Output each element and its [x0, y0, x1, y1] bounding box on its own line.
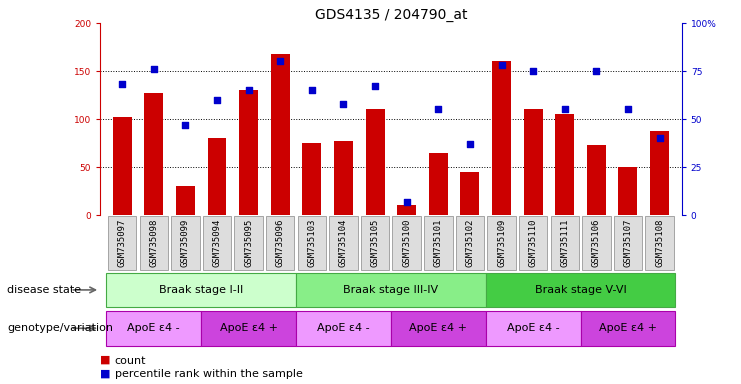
Point	[116, 81, 128, 88]
Bar	[650, 131, 669, 215]
Text: GSM735109: GSM735109	[497, 219, 506, 267]
Point	[369, 83, 381, 89]
Text: GSM735106: GSM735106	[592, 219, 601, 267]
Bar	[113, 117, 132, 215]
Text: GSM735094: GSM735094	[213, 219, 222, 267]
Text: genotype/variation: genotype/variation	[7, 323, 113, 333]
Text: GSM735110: GSM735110	[528, 219, 538, 267]
Point	[622, 106, 634, 113]
FancyBboxPatch shape	[329, 215, 358, 270]
FancyBboxPatch shape	[485, 273, 675, 307]
FancyBboxPatch shape	[361, 215, 389, 270]
Text: ApoE ε4 -: ApoE ε4 -	[317, 323, 370, 333]
Point	[527, 68, 539, 74]
FancyBboxPatch shape	[234, 215, 263, 270]
Text: GSM735099: GSM735099	[181, 219, 190, 267]
FancyBboxPatch shape	[171, 215, 199, 270]
FancyBboxPatch shape	[298, 215, 326, 270]
FancyBboxPatch shape	[393, 215, 421, 270]
FancyBboxPatch shape	[645, 215, 674, 270]
Text: GSM735104: GSM735104	[339, 219, 348, 267]
Bar	[524, 109, 542, 215]
Text: disease state: disease state	[7, 285, 82, 295]
Bar	[334, 141, 353, 215]
Point	[432, 106, 444, 113]
Point	[591, 68, 602, 74]
Bar	[429, 152, 448, 215]
Text: percentile rank within the sample: percentile rank within the sample	[115, 369, 303, 379]
Text: GSM735108: GSM735108	[655, 219, 664, 267]
Text: GSM735095: GSM735095	[244, 219, 253, 267]
Point	[211, 97, 223, 103]
Text: ApoE ε4 +: ApoE ε4 +	[409, 323, 468, 333]
Point	[274, 58, 286, 65]
Bar	[397, 205, 416, 215]
Bar	[492, 61, 511, 215]
Bar	[270, 54, 290, 215]
FancyBboxPatch shape	[582, 215, 611, 270]
Bar	[555, 114, 574, 215]
Bar	[365, 109, 385, 215]
Text: GSM735102: GSM735102	[465, 219, 474, 267]
Point	[496, 62, 508, 68]
FancyBboxPatch shape	[296, 273, 485, 307]
Title: GDS4135 / 204790_at: GDS4135 / 204790_at	[315, 8, 467, 22]
Bar	[176, 186, 195, 215]
FancyBboxPatch shape	[485, 311, 580, 346]
Text: Braak stage V-VI: Braak stage V-VI	[535, 285, 626, 295]
Text: GSM735100: GSM735100	[402, 219, 411, 267]
FancyBboxPatch shape	[266, 215, 294, 270]
FancyBboxPatch shape	[202, 311, 296, 346]
Text: Braak stage I-II: Braak stage I-II	[159, 285, 243, 295]
Text: ■: ■	[100, 368, 110, 378]
FancyBboxPatch shape	[296, 311, 391, 346]
Text: ApoE ε4 +: ApoE ε4 +	[599, 323, 657, 333]
Point	[306, 87, 318, 93]
Bar	[619, 167, 637, 215]
Text: GSM735097: GSM735097	[118, 219, 127, 267]
Point	[654, 135, 665, 141]
Text: GSM735101: GSM735101	[433, 219, 443, 267]
Text: Braak stage III-IV: Braak stage III-IV	[343, 285, 439, 295]
FancyBboxPatch shape	[614, 215, 642, 270]
FancyBboxPatch shape	[391, 311, 485, 346]
Text: ApoE ε4 -: ApoE ε4 -	[507, 323, 559, 333]
Bar	[302, 143, 322, 215]
FancyBboxPatch shape	[139, 215, 168, 270]
FancyBboxPatch shape	[580, 311, 675, 346]
Point	[243, 87, 255, 93]
Text: GSM735111: GSM735111	[560, 219, 569, 267]
Point	[464, 141, 476, 147]
FancyBboxPatch shape	[456, 215, 484, 270]
Text: ■: ■	[100, 355, 110, 365]
Point	[148, 66, 160, 72]
FancyBboxPatch shape	[519, 215, 548, 270]
FancyBboxPatch shape	[203, 215, 231, 270]
Point	[401, 199, 413, 205]
Text: count: count	[115, 356, 147, 366]
FancyBboxPatch shape	[424, 215, 453, 270]
Point	[559, 106, 571, 113]
FancyBboxPatch shape	[107, 273, 296, 307]
Text: GSM735105: GSM735105	[370, 219, 379, 267]
Text: GSM735107: GSM735107	[623, 219, 633, 267]
Bar	[587, 145, 606, 215]
Point	[338, 101, 350, 107]
Point	[179, 122, 191, 128]
Text: ApoE ε4 -: ApoE ε4 -	[127, 323, 180, 333]
Text: GSM735096: GSM735096	[276, 219, 285, 267]
Bar	[239, 90, 258, 215]
FancyBboxPatch shape	[107, 311, 202, 346]
FancyBboxPatch shape	[488, 215, 516, 270]
Text: GSM735098: GSM735098	[149, 219, 159, 267]
Bar	[144, 93, 163, 215]
Bar	[207, 138, 227, 215]
Bar	[460, 172, 479, 215]
FancyBboxPatch shape	[551, 215, 579, 270]
Text: ApoE ε4 +: ApoE ε4 +	[219, 323, 278, 333]
FancyBboxPatch shape	[108, 215, 136, 270]
Text: GSM735103: GSM735103	[308, 219, 316, 267]
